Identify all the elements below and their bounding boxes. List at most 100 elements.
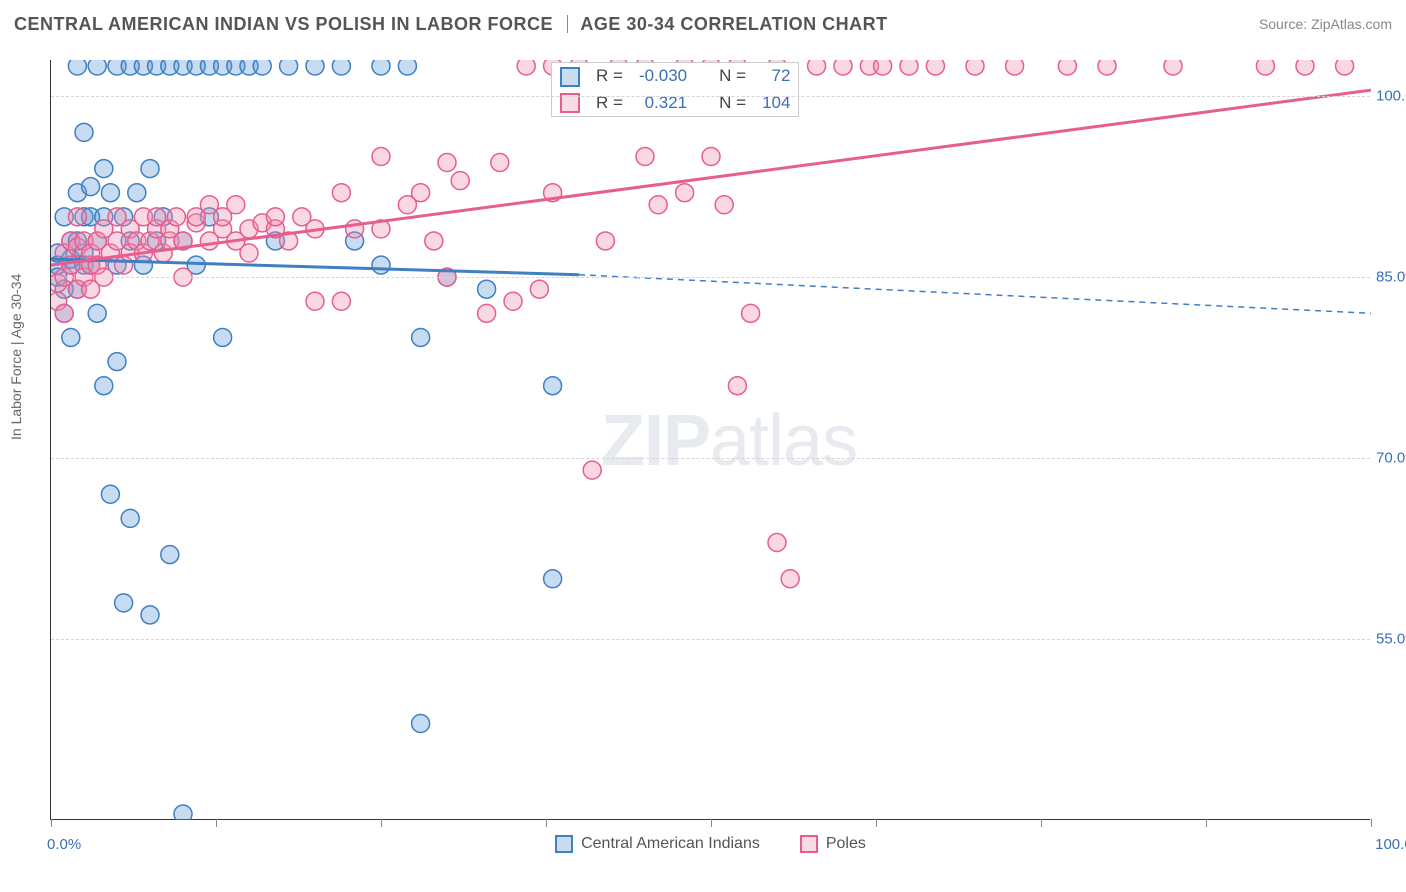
source-label: Source: — [1259, 16, 1307, 32]
data-point-cai — [161, 546, 179, 564]
trend-extrapolation-cai — [579, 275, 1371, 314]
title-right: AGE 30-34 CORRELATION CHART — [580, 14, 887, 34]
stats-row-poles: R =0.321 N =104 — [552, 90, 798, 117]
data-point-poles — [596, 232, 614, 250]
data-point-cai — [412, 714, 430, 732]
data-point-poles — [781, 570, 799, 588]
n-value: 72 — [754, 63, 798, 90]
y-tick-label: 70.0% — [1376, 450, 1406, 467]
data-point-cai — [68, 60, 86, 75]
data-point-cai — [398, 60, 416, 75]
data-point-poles — [900, 60, 918, 75]
legend-item-poles[interactable]: Poles — [800, 835, 866, 853]
source-link[interactable]: ZipAtlas.com — [1311, 16, 1392, 32]
data-point-poles — [966, 60, 984, 75]
data-point-poles — [808, 60, 826, 75]
data-point-cai — [101, 485, 119, 503]
r-label: R = — [588, 63, 631, 90]
y-tick-label: 100.0% — [1376, 88, 1406, 105]
data-point-poles — [1098, 60, 1116, 75]
legend-item-cai[interactable]: Central American Indians — [555, 835, 760, 853]
data-point-cai — [174, 805, 192, 820]
stats-row-cai: R =-0.030N =72 — [552, 63, 798, 90]
data-point-cai — [128, 184, 146, 202]
data-point-cai — [544, 570, 562, 588]
data-point-cai — [478, 280, 496, 298]
data-point-poles — [1296, 60, 1314, 75]
data-point-poles — [768, 534, 786, 552]
data-point-cai — [306, 60, 324, 75]
data-point-cai — [62, 328, 80, 346]
data-point-poles — [728, 377, 746, 395]
data-point-poles — [926, 60, 944, 75]
x-tick — [51, 819, 52, 827]
x-tick — [1041, 819, 1042, 827]
data-point-poles — [227, 196, 245, 214]
data-point-poles — [504, 292, 522, 310]
data-point-poles — [874, 60, 892, 75]
data-point-cai — [95, 160, 113, 178]
gridline — [51, 277, 1370, 278]
x-tick — [711, 819, 712, 827]
data-point-cai — [115, 594, 133, 612]
x-tick — [381, 819, 382, 827]
data-point-poles — [372, 148, 390, 166]
data-point-poles — [68, 208, 86, 226]
r-value: 0.321 — [631, 90, 695, 117]
data-point-poles — [742, 304, 760, 322]
r-label: R = — [588, 90, 631, 117]
data-point-cai — [253, 60, 271, 75]
gridline — [51, 458, 1370, 459]
data-point-poles — [1006, 60, 1024, 75]
data-point-cai — [101, 184, 119, 202]
x-tick — [546, 819, 547, 827]
correlation-stats-box: R =-0.030N =72R =0.321 N =104 — [551, 62, 799, 117]
r-value: -0.030 — [631, 63, 695, 90]
legend-swatch-cai — [555, 835, 573, 853]
data-point-poles — [306, 292, 324, 310]
data-point-poles — [240, 244, 258, 262]
legend-label: Poles — [826, 835, 866, 853]
data-point-cai — [141, 160, 159, 178]
x-tick — [1206, 819, 1207, 827]
data-point-poles — [517, 60, 535, 75]
data-point-poles — [478, 304, 496, 322]
n-value: 104 — [754, 90, 798, 117]
data-point-poles — [649, 196, 667, 214]
data-point-cai — [214, 328, 232, 346]
data-point-poles — [676, 184, 694, 202]
data-point-poles — [1164, 60, 1182, 75]
data-point-poles — [636, 148, 654, 166]
n-label: N = — [711, 90, 754, 117]
gridline — [51, 639, 1370, 640]
data-point-poles — [451, 172, 469, 190]
x-axis-min-label: 0.0% — [47, 836, 81, 853]
series-legend: Central American Indians Poles — [51, 835, 1370, 853]
data-point-poles — [715, 196, 733, 214]
data-point-cai — [95, 377, 113, 395]
source-attribution: Source: ZipAtlas.com — [1259, 16, 1392, 32]
data-point-cai — [372, 60, 390, 75]
data-point-poles — [332, 184, 350, 202]
data-point-cai — [108, 353, 126, 371]
x-tick — [1371, 819, 1372, 827]
y-tick-label: 85.0% — [1376, 269, 1406, 286]
data-point-cai — [412, 328, 430, 346]
data-point-cai — [372, 256, 390, 274]
gridline — [51, 96, 1370, 97]
y-tick-label: 55.0% — [1376, 631, 1406, 648]
chart-title: CENTRAL AMERICAN INDIAN VS POLISH IN LAB… — [14, 14, 888, 35]
title-left: CENTRAL AMERICAN INDIAN VS POLISH IN LAB… — [14, 14, 553, 34]
data-point-cai — [332, 60, 350, 75]
data-point-poles — [167, 208, 185, 226]
data-point-poles — [702, 148, 720, 166]
data-point-cai — [88, 60, 106, 75]
data-point-poles — [834, 60, 852, 75]
legend-swatch-cai — [560, 67, 580, 87]
legend-label: Central American Indians — [581, 835, 760, 853]
data-point-poles — [55, 304, 73, 322]
data-point-poles — [491, 154, 509, 172]
data-point-cai — [280, 60, 298, 75]
data-point-poles — [438, 154, 456, 172]
x-tick — [876, 819, 877, 827]
